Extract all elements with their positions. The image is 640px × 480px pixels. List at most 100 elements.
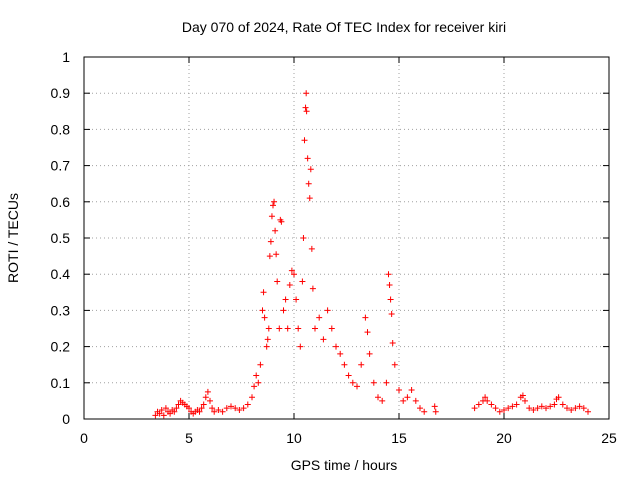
data-point (268, 213, 275, 220)
data-point (186, 405, 192, 412)
x-tick-label: 15 (391, 430, 407, 446)
data-point (555, 394, 562, 401)
data-point (293, 296, 300, 303)
x-tick-label: 0 (80, 430, 88, 446)
data-point (302, 104, 309, 111)
data-point (391, 361, 398, 368)
data-point (306, 195, 313, 202)
data-point (534, 405, 541, 412)
data-point (244, 401, 251, 408)
data-point (316, 314, 323, 321)
data-point (492, 405, 499, 412)
data-point (198, 405, 205, 412)
data-point (389, 339, 396, 346)
y-tick-label: 0.5 (51, 230, 71, 246)
y-tick-label: 0.9 (51, 85, 71, 101)
y-tick-label: 0.3 (51, 302, 71, 318)
grid (84, 57, 609, 419)
data-point (396, 387, 402, 394)
data-point (345, 372, 352, 379)
tick-labels: 0 5 10 15 20 25 0 0.1 0.2 0.3 0.4 0.5 0.6 0.7 0.8 0.9 1 (51, 49, 617, 446)
data-point (354, 383, 360, 390)
data-point (276, 325, 283, 332)
data-point (240, 405, 247, 412)
y-axis-label: ROTI / TECUs (5, 193, 21, 283)
data-point (300, 235, 307, 241)
data-point (236, 406, 243, 413)
data-point (364, 329, 371, 336)
data-point (505, 405, 512, 412)
data-point (282, 296, 289, 303)
data-point (255, 379, 262, 386)
data-point (272, 227, 279, 234)
data-point (530, 406, 537, 413)
data-point (383, 379, 390, 386)
data-point (299, 278, 306, 285)
y-tick-label: 0.7 (51, 158, 71, 174)
data-point (267, 238, 274, 245)
data-point (204, 388, 211, 395)
data-point (162, 405, 169, 412)
data-point (509, 403, 516, 410)
y-tick-label: 1 (62, 49, 70, 65)
data-point (324, 307, 331, 314)
data-point (249, 394, 255, 401)
data-point (304, 155, 311, 162)
x-tick-label: 20 (496, 430, 512, 446)
data-point (379, 397, 386, 404)
data-point (207, 397, 213, 404)
data-point (167, 410, 174, 417)
data-point (501, 406, 507, 413)
x-tick-label: 25 (601, 430, 617, 446)
data-point (519, 392, 526, 399)
data-points (152, 90, 591, 419)
data-point (303, 108, 310, 115)
data-point (202, 394, 209, 401)
data-point (228, 403, 234, 410)
y-tick-label: 0 (62, 411, 70, 427)
data-point (312, 325, 318, 332)
y-tick-label: 0.8 (51, 121, 71, 137)
data-point (307, 166, 314, 173)
data-point (585, 408, 591, 415)
x-tick-label: 5 (185, 430, 193, 446)
data-point (366, 350, 373, 357)
chart-title: Day 070 of 2024, Rate Of TEC Index for r… (182, 19, 506, 35)
data-point (385, 271, 392, 278)
data-point (559, 401, 566, 408)
data-point (264, 336, 271, 343)
data-point (431, 403, 438, 410)
data-point (475, 401, 482, 408)
y-tick-label: 0.1 (51, 375, 71, 391)
data-point (333, 343, 339, 350)
data-point (386, 282, 393, 289)
data-point (251, 383, 258, 390)
data-point (337, 350, 344, 357)
data-point (496, 408, 503, 415)
y-tick-label: 0.2 (51, 339, 71, 355)
data-point (551, 401, 558, 408)
data-point (152, 412, 159, 419)
data-point (211, 408, 218, 415)
data-point (288, 267, 295, 274)
x-tick-label: 10 (286, 430, 302, 446)
data-point (412, 397, 419, 404)
data-point (286, 282, 293, 289)
data-point (156, 410, 163, 417)
data-point (432, 408, 439, 415)
data-point (175, 401, 182, 408)
data-point (265, 325, 272, 332)
x-axis-label: GPS time / hours (291, 457, 398, 473)
data-point (223, 405, 230, 412)
data-point (421, 408, 428, 415)
data-point (173, 405, 180, 412)
data-point (564, 405, 570, 412)
data-point (580, 405, 587, 412)
data-point (278, 218, 285, 225)
y-tick-label: 0.4 (51, 266, 71, 282)
data-point (370, 379, 377, 386)
data-point (303, 90, 310, 97)
data-point (266, 253, 273, 260)
